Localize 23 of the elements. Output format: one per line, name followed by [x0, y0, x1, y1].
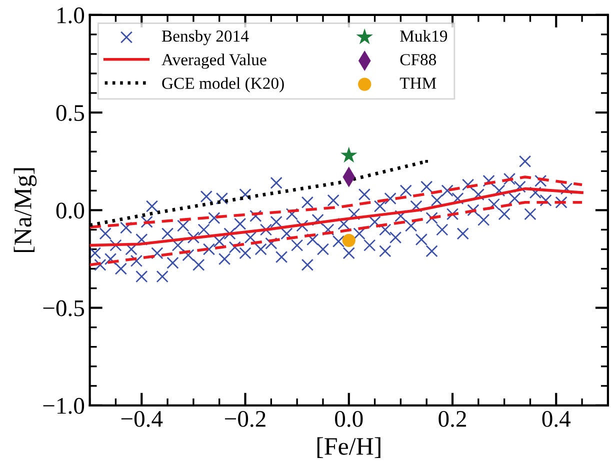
- legend-label: Muk19: [400, 30, 448, 42]
- y-tick-label: 0.0: [56, 202, 84, 219]
- y-tick-label: −0.5: [43, 300, 84, 316]
- y-axis-title: [Na/Mg]: [14, 168, 37, 252]
- x-tick-label: 0.2: [438, 410, 466, 427]
- x-tick-label: 0.0: [335, 410, 363, 427]
- legend-label: GCE model (K20): [162, 77, 284, 92]
- x-axis-title: [Fe/H]: [317, 437, 380, 458]
- point: [340, 146, 358, 163]
- line-series: [90, 187, 584, 247]
- line-series: [90, 176, 584, 229]
- y-tick-label: 1.0: [58, 7, 84, 24]
- y-tick-label: 0.5: [56, 105, 84, 122]
- legend-label: CF88: [400, 54, 436, 66]
- x-tick-label: 0.4: [542, 410, 571, 427]
- y-tick-label: −1.0: [43, 398, 84, 414]
- x-tick-label: −0.2: [225, 410, 266, 427]
- point: [342, 234, 356, 248]
- legend-label: Averaged Value: [162, 54, 266, 69]
- line-series: [90, 200, 584, 266]
- legend-label: Bensby 2014: [162, 30, 249, 46]
- x-tick-label: −0.4: [121, 410, 163, 427]
- legend-label: THM: [400, 78, 436, 89]
